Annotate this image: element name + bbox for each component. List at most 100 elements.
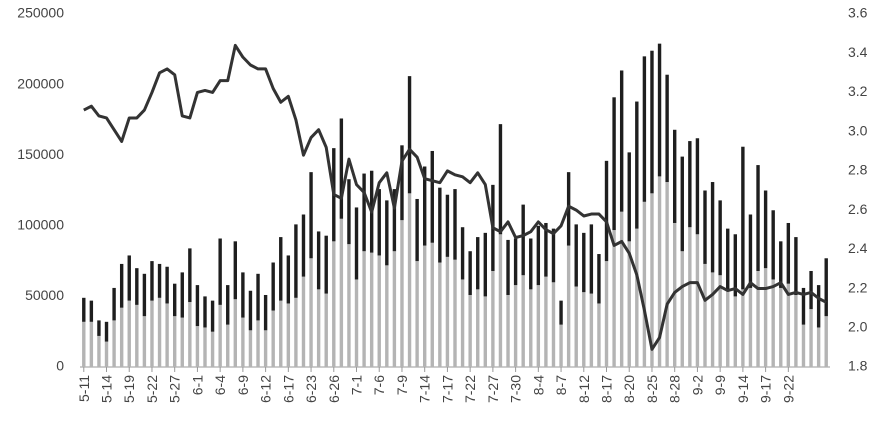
bar-segment [726, 290, 730, 367]
bar-segment [286, 303, 291, 367]
x-tick-label: 7-9 [394, 375, 410, 395]
bar-segment [82, 297, 86, 322]
bar-segment [392, 251, 397, 367]
x-tick-label: 6-17 [280, 375, 296, 403]
bar-segment [589, 293, 594, 367]
y2-tick-label: 3.4 [848, 44, 868, 60]
bar-segment [271, 310, 275, 367]
bar-segment [688, 227, 692, 367]
bar-segment [657, 43, 662, 177]
bar-segment [665, 182, 669, 367]
bar-segment [453, 189, 457, 260]
bar-segment [771, 279, 775, 367]
bar-segment [279, 300, 283, 367]
x-tick-label: 5-19 [121, 375, 137, 403]
bar-segment [188, 302, 192, 367]
bar-segment [119, 307, 124, 367]
bar-segment [150, 300, 154, 367]
bar-segment [263, 330, 268, 367]
bar-segment [210, 331, 215, 367]
bar-segment [400, 145, 404, 221]
bar-segment [513, 285, 518, 367]
bar-segment [453, 259, 457, 367]
bar-segment [241, 317, 245, 367]
bar-segment [710, 272, 715, 367]
bar-segment [438, 262, 442, 367]
bar-segment [172, 316, 177, 367]
x-tick-label: 5-22 [144, 375, 160, 403]
x-tick-label: 6-12 [258, 375, 274, 403]
bar-segment [544, 222, 548, 277]
bar-segment [642, 201, 647, 367]
bar-segment [763, 190, 768, 269]
bar-segment [294, 224, 298, 298]
bar-segment [135, 304, 139, 367]
bar-segment [119, 263, 124, 308]
bar-segment [210, 300, 215, 332]
bar-segment [619, 211, 624, 367]
bar-segment [468, 294, 472, 367]
x-tick-label: 8-17 [599, 375, 615, 403]
bar-segment [460, 227, 465, 280]
bar-segment [172, 283, 177, 317]
bar-segment [354, 279, 359, 367]
bar-segment [483, 296, 488, 367]
x-tick-label: 8-20 [621, 375, 637, 403]
bar-segment [771, 210, 775, 280]
bar-segment [316, 231, 321, 290]
bar-segment [536, 285, 541, 367]
x-tick-label: 9-22 [780, 375, 796, 403]
bar-segment [809, 270, 813, 310]
bar-segment [248, 290, 253, 331]
bar-segment [104, 321, 109, 342]
y-tick-label: 200000 [17, 75, 64, 91]
bar-segment [672, 129, 677, 223]
bar-segment [794, 294, 798, 367]
bar-segment [551, 282, 556, 367]
y2-tick-label: 2.8 [848, 162, 868, 178]
bar-segment [271, 262, 275, 311]
bar-segment [635, 101, 639, 229]
bar-segment [324, 235, 328, 294]
bar-segment [710, 182, 715, 273]
bar-segment [551, 228, 556, 283]
bar-segment [248, 330, 253, 367]
bar-segment [695, 138, 700, 235]
bar-segment [597, 303, 601, 367]
bar-segment [733, 296, 738, 367]
bar-segment [89, 300, 94, 322]
bar-segment [718, 275, 722, 367]
bar-segment [309, 172, 313, 259]
bar-segment [188, 248, 192, 303]
y2-tick-label: 2.0 [848, 318, 868, 334]
bar-segment [619, 70, 624, 212]
bar-segment [779, 287, 783, 367]
bar-segment [801, 324, 806, 367]
bar-segment [801, 287, 806, 325]
bar-segment [407, 76, 412, 194]
bar-segment [544, 276, 548, 367]
x-tick-label: 8-28 [667, 375, 683, 403]
x-tick-label: 9-9 [712, 375, 728, 395]
bar-segment [445, 256, 450, 367]
bar-segment [733, 234, 738, 297]
x-tick-label: 8-12 [576, 375, 592, 403]
bar-segment [498, 234, 503, 367]
bar-segment [407, 193, 412, 367]
bar-segment [574, 286, 578, 367]
bar-segment [165, 303, 169, 367]
bar-segment [635, 228, 639, 367]
bar-segment [536, 225, 541, 286]
bar-segment [559, 324, 563, 367]
bar-segment [309, 258, 313, 367]
bar-segment [157, 297, 162, 367]
bar-segment [301, 276, 306, 367]
bar-segment [112, 320, 116, 367]
bar-segment [604, 261, 609, 367]
bar-segment [430, 242, 434, 367]
bar-segment [786, 283, 791, 367]
bar-segment [226, 285, 230, 325]
bar-segment [127, 300, 131, 367]
x-tick-label: 7-14 [417, 375, 433, 403]
